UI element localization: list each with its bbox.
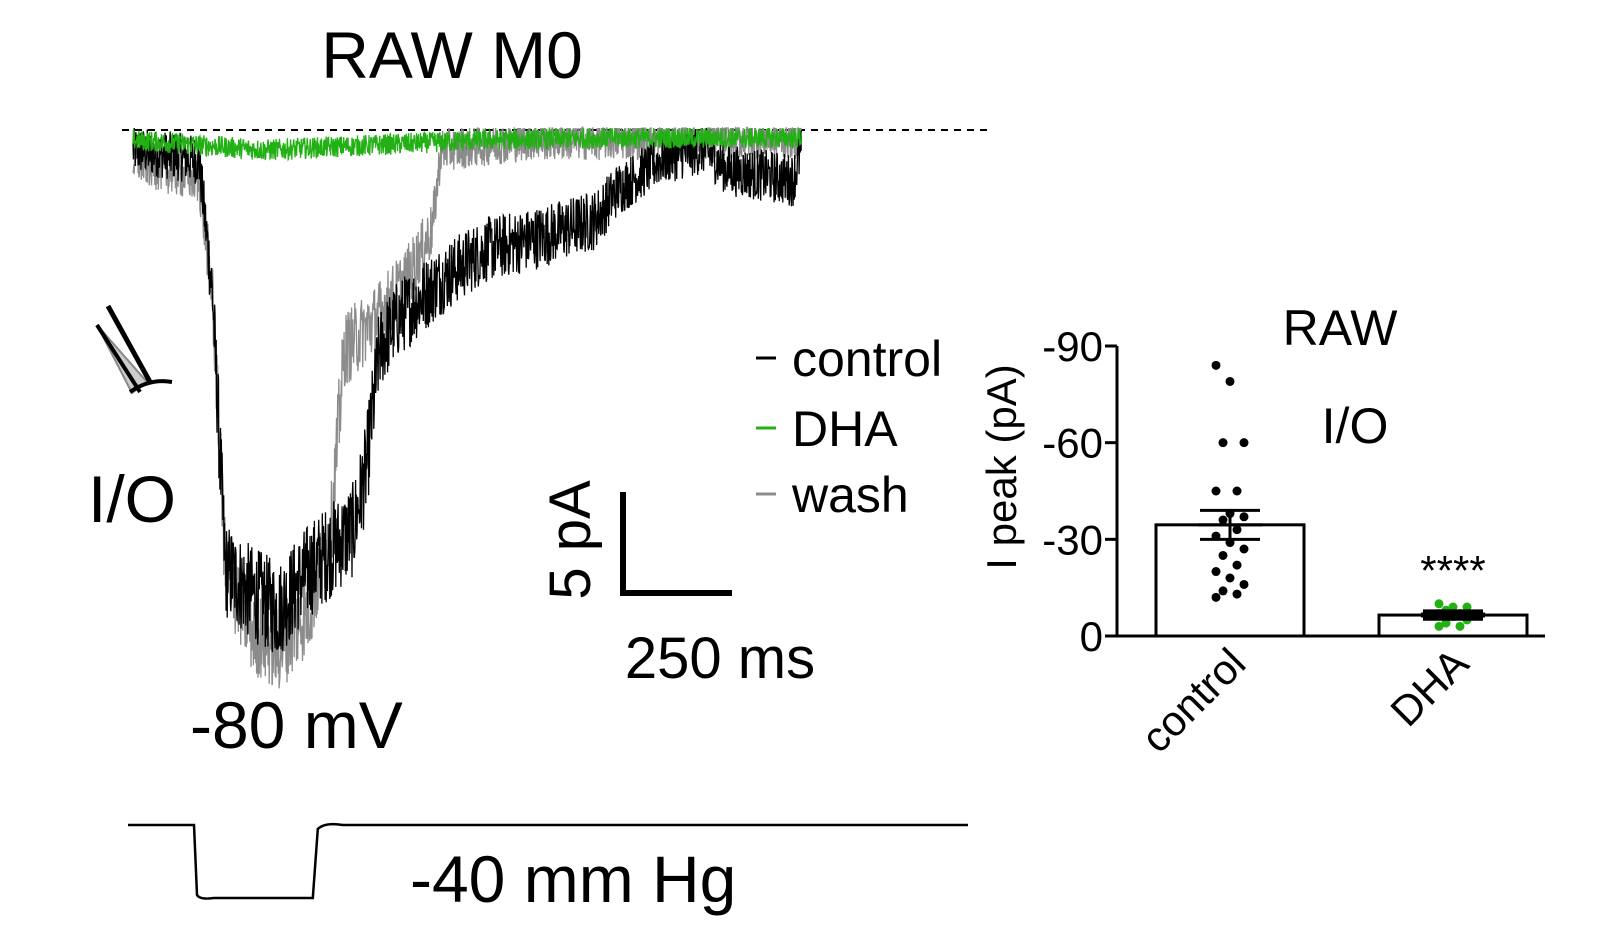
bars: **** [1154,360,1529,638]
significance-marker: **** [1420,547,1485,594]
y-tick-label: -30 [1042,516,1103,563]
data-point [1462,602,1472,612]
trace-control [132,127,803,653]
legend: control DHA wash [756,331,942,523]
data-point [1455,621,1465,631]
data-point [1232,486,1242,496]
y-tick-label: 0 [1080,613,1103,660]
data-point [1225,376,1235,386]
data-point [1225,573,1235,583]
data-point [1218,550,1228,560]
scale-bar: 5 pA 250 ms [538,480,815,691]
config-label: I/O [88,462,176,536]
voltage-label: -80 mV [190,688,403,762]
data-point [1218,438,1228,448]
x-tick-labels: control DHA [1132,639,1477,761]
bar-chart-title: RAW [1283,300,1399,356]
pressure-label: -40 mm Hg [410,842,736,916]
x-tick-label-control: control [1132,639,1254,761]
data-point [1239,438,1249,448]
legend-label-wash: wash [791,467,909,523]
legend-label-dha: DHA [792,401,898,457]
data-point [1448,602,1458,612]
error-bar-control [1198,508,1262,541]
data-point [1434,599,1444,609]
bar-chart: RAW I/O I peak (pA) 0 -30 -60 -90 **** cont… [978,300,1545,762]
data-point [1218,586,1228,596]
data-point [1239,544,1249,554]
y-tick-label: -60 [1042,420,1103,467]
data-point [1232,589,1242,599]
data-point [1441,618,1451,628]
data-point [1211,592,1221,602]
figure-title: RAW M0 [321,18,583,92]
legend-label-control: control [792,331,942,387]
trace-wash [132,125,803,689]
data-point [1239,512,1249,522]
y-axis-label: I peak (pA) [978,364,1025,569]
trace-dha [132,127,803,162]
data-point [1239,579,1249,589]
bar-chart-subtitle: I/O [1322,398,1389,454]
data-point [1232,525,1242,535]
data-point [1211,567,1221,577]
data-point [1211,486,1221,496]
error-bar-dha [1421,609,1485,621]
patch-pipette-icon [95,304,173,395]
y-ticks: 0 -30 -60 -90 [1042,323,1117,660]
data-point [1232,560,1242,570]
current-traces [122,125,990,689]
data-point [1211,360,1221,370]
x-tick-label-dha: DHA [1381,639,1477,735]
y-tick-label: -90 [1042,323,1103,370]
pressure-stimulus-trace [128,822,968,900]
scale-bar-y-label: 5 pA [538,480,603,600]
data-point [1434,621,1444,631]
scale-bar-x-label: 250 ms [625,626,815,691]
data-point [1218,515,1228,525]
